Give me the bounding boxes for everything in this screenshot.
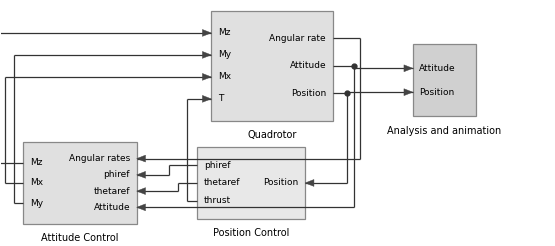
Polygon shape [203, 95, 211, 102]
Text: Position: Position [291, 89, 326, 98]
Text: Angular rates: Angular rates [69, 154, 130, 163]
Text: Attitude: Attitude [290, 62, 326, 70]
Text: Attitude Control: Attitude Control [41, 233, 119, 243]
Text: Position: Position [420, 88, 455, 97]
Polygon shape [203, 74, 211, 80]
Text: phiref: phiref [204, 161, 230, 169]
Polygon shape [203, 30, 211, 36]
Text: Mx: Mx [218, 72, 231, 81]
Text: T: T [218, 94, 223, 103]
Polygon shape [305, 180, 314, 186]
Polygon shape [137, 188, 145, 195]
Text: Position: Position [263, 178, 299, 187]
Polygon shape [137, 204, 145, 211]
Text: thetaref: thetaref [94, 186, 130, 196]
Polygon shape [404, 89, 413, 96]
Text: Mz: Mz [218, 29, 230, 37]
FancyBboxPatch shape [211, 11, 332, 121]
Text: Position Control: Position Control [213, 228, 290, 238]
Text: Mz: Mz [30, 158, 43, 167]
FancyBboxPatch shape [23, 142, 137, 224]
Text: Quadrotor: Quadrotor [248, 130, 297, 140]
Text: Attitude: Attitude [93, 203, 130, 212]
Polygon shape [137, 155, 145, 162]
Polygon shape [203, 51, 211, 58]
Text: Analysis and animation: Analysis and animation [387, 126, 502, 136]
Text: Angular rate: Angular rate [270, 34, 326, 43]
Polygon shape [404, 65, 413, 72]
Text: My: My [218, 50, 231, 59]
Text: Attitude: Attitude [420, 64, 456, 73]
Text: thrust: thrust [204, 196, 231, 205]
FancyBboxPatch shape [413, 44, 476, 116]
Text: phiref: phiref [104, 170, 130, 179]
Polygon shape [137, 171, 145, 178]
Text: Mx: Mx [30, 178, 43, 187]
Text: My: My [30, 199, 43, 208]
FancyBboxPatch shape [198, 147, 305, 219]
Text: thetaref: thetaref [204, 178, 240, 187]
